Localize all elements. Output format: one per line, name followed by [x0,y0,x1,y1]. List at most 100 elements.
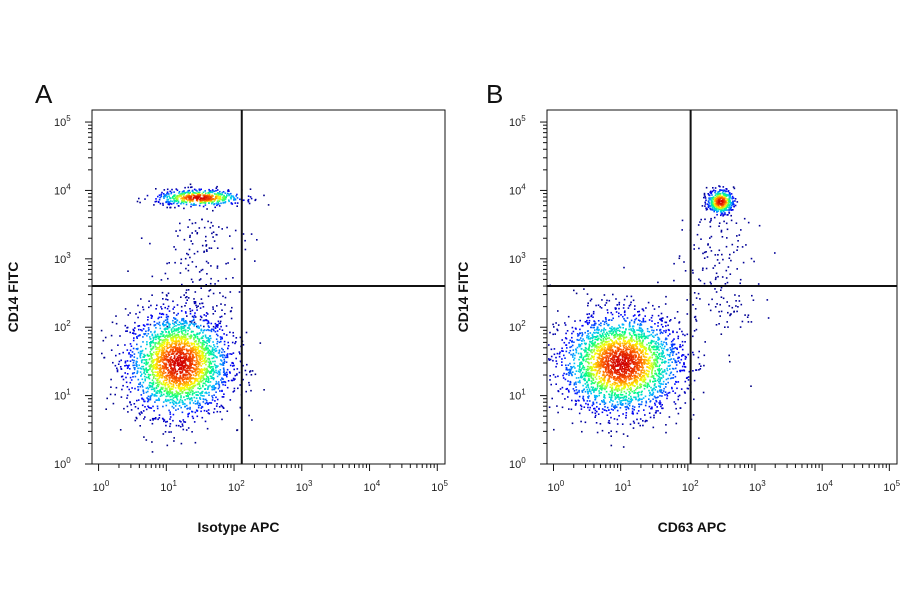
event-dot [573,289,575,292]
event-dot [203,251,205,253]
event-dot [599,333,601,336]
event-dot [147,323,149,326]
event-dot [174,350,177,352]
event-dot [710,190,712,193]
event-dot [145,361,148,363]
event-dot [242,364,244,367]
event-dot [659,378,661,380]
event-dot [168,325,170,327]
event-dot [205,244,208,246]
event-dot [637,410,640,412]
event-dot [173,195,175,197]
event-dot [211,349,214,352]
event-dot [200,197,202,199]
event-dot [588,409,591,411]
event-dot [669,364,671,367]
event-dot [674,347,676,349]
event-dot [567,369,569,371]
event-dot [178,379,181,382]
event-dot [176,349,178,351]
event-dot [668,374,671,377]
event-dot [578,380,581,383]
event-dot [219,316,221,318]
event-dot [205,380,207,383]
event-dot [152,377,155,379]
event-dot [173,377,175,379]
event-dot [671,350,673,352]
event-dot [194,360,196,362]
event-dot [244,239,246,242]
event-dot [175,370,177,373]
event-dot [201,350,203,353]
event-dot [648,405,651,408]
event-dot [148,328,150,331]
event-dot [609,332,611,334]
event-dot [573,383,576,386]
event-dot [236,193,238,196]
event-dot [716,213,718,216]
event-dot [203,341,206,343]
event-dot [719,303,721,306]
event-dot [674,375,677,378]
event-dot [185,367,188,370]
event-dot [742,261,745,264]
event-dot [247,201,250,203]
event-dot [232,277,234,279]
event-dot [648,334,651,337]
event-dot [199,324,202,327]
event-dot [148,398,150,401]
event-dot [177,334,180,336]
event-dot [179,381,181,384]
event-dot [165,400,168,403]
event-dot [174,200,176,202]
event-dot [206,427,209,430]
event-dot [160,368,162,370]
event-dot [189,320,191,323]
event-dot [222,356,224,359]
event-dot [177,385,180,388]
event-dot [211,232,213,235]
event-dot [681,355,683,357]
event-dot [606,309,609,311]
event-dot [148,365,151,367]
event-dot [582,384,584,387]
event-dot [593,323,596,325]
event-dot [557,310,559,312]
event-dot [178,357,180,359]
event-dot [153,331,156,334]
event-dot [573,357,576,359]
event-dot [161,375,164,377]
event-dot [124,361,127,364]
event-dot [242,378,244,381]
event-dot [654,404,657,406]
event-dot [209,381,212,383]
event-dot [169,390,171,392]
event-dot [740,229,742,231]
event-dot [221,337,223,340]
event-dot [659,380,661,382]
event-dot [188,373,190,376]
event-dot [188,361,191,363]
event-dot [215,194,217,196]
event-dot [212,225,214,227]
event-dot [219,390,221,392]
event-dot [659,345,661,348]
event-dot [165,377,168,379]
event-dot [149,384,152,387]
event-dot [714,194,717,197]
event-dot [657,378,660,380]
event-dot [604,406,606,408]
event-dot [164,371,167,374]
event-dot [681,365,684,368]
event-dot [166,192,168,195]
event-dot [161,333,163,335]
event-dot [140,345,142,348]
event-dot [194,197,197,199]
event-dot [607,319,610,321]
event-dot [110,386,112,388]
event-dot [561,364,563,366]
event-dot [734,204,737,207]
event-dot [148,384,151,387]
event-dot [208,412,211,415]
event-dot [219,363,222,365]
